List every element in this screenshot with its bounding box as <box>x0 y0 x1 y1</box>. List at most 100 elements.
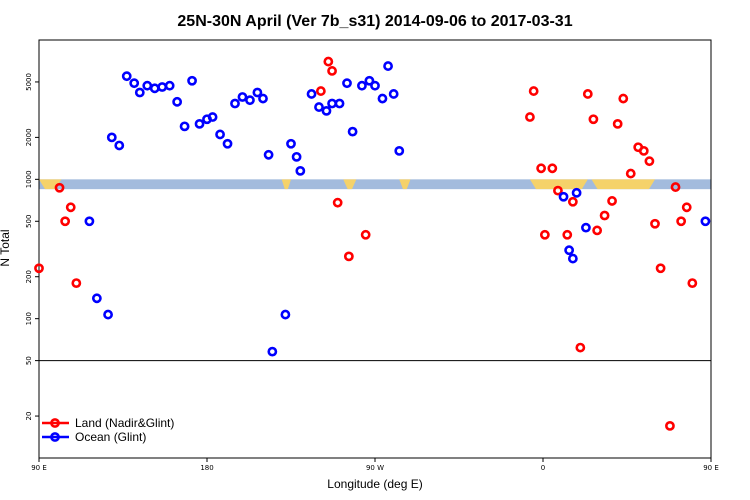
legend-label: Ocean (Glint) <box>75 430 146 444</box>
y-axis-label: N Total <box>0 229 12 266</box>
land-segment <box>343 179 357 190</box>
legend: Land (Nadir&Glint)Ocean (Glint) <box>42 416 174 444</box>
y-tick-label: 20 <box>25 412 33 421</box>
data-point <box>582 89 593 99</box>
data-point <box>291 151 302 162</box>
data-point <box>525 112 535 122</box>
y-tick-label: 5000 <box>25 73 33 91</box>
data-point <box>306 89 317 99</box>
data-point <box>567 253 578 264</box>
data-point <box>60 216 71 227</box>
data-point <box>142 80 153 91</box>
y-tick-label: 50 <box>25 356 33 365</box>
y-tick-label: 200 <box>25 270 33 283</box>
series-ocean <box>84 61 711 357</box>
data-point <box>286 138 296 149</box>
data-point <box>106 132 117 143</box>
data-point <box>655 263 666 274</box>
data-point <box>129 78 140 89</box>
x-tick-label: 90 E <box>703 464 719 472</box>
data-point <box>553 185 563 196</box>
y-tick-label: 100 <box>25 312 33 325</box>
plot-area: 20 50 100 200 500 1000 2000 5000 90 E 180 90 W 0 90 … <box>25 39 719 472</box>
data-point <box>536 163 547 174</box>
data-point <box>230 98 240 109</box>
x-tick-label: 0 <box>541 464 545 472</box>
x-axis-label: Longitude (deg E) <box>327 477 422 491</box>
data-point <box>618 93 629 104</box>
data-point <box>650 218 660 229</box>
x-tick-label: 90 E <box>31 464 47 472</box>
plot-frame <box>38 39 712 459</box>
data-point <box>370 80 380 91</box>
data-point <box>280 309 291 320</box>
legend-marker <box>50 418 60 428</box>
data-point <box>207 112 218 122</box>
data-point <box>599 210 610 221</box>
data-point <box>347 126 358 137</box>
data-point <box>539 229 550 240</box>
land-segment <box>399 179 411 190</box>
ocean-band <box>39 179 711 190</box>
y-tick-label: 500 <box>25 215 33 228</box>
data-point <box>564 245 575 256</box>
x-tick-label: 180 <box>200 464 213 472</box>
data-point <box>65 202 76 213</box>
data-point <box>332 197 343 208</box>
data-point <box>700 216 711 227</box>
data-point <box>91 293 102 304</box>
data-point <box>581 222 591 233</box>
data-point <box>315 86 326 96</box>
data-point <box>34 263 44 274</box>
data-point <box>670 182 681 192</box>
data-point <box>149 83 160 94</box>
data-point <box>222 138 233 149</box>
data-point <box>157 82 168 92</box>
data-point <box>638 145 649 156</box>
data-point <box>121 71 132 82</box>
data-point <box>295 165 306 176</box>
data-point <box>547 163 558 174</box>
land-segment <box>281 179 291 190</box>
data-point <box>194 118 205 129</box>
data-point <box>334 98 345 109</box>
legend-label: Land (Nadir&Glint) <box>75 416 174 430</box>
data-point <box>588 114 599 125</box>
data-point <box>388 89 399 99</box>
data-point <box>215 129 225 140</box>
land-segment <box>529 179 588 190</box>
data-point <box>327 98 337 109</box>
data-point <box>187 75 197 86</box>
chart-title: 25N-30N April (Ver 7b_s31) 2014-09-06 to… <box>177 13 572 30</box>
y-tick-label: 2000 <box>25 128 33 146</box>
data-point <box>612 118 623 129</box>
data-point <box>327 66 337 76</box>
data-point <box>321 105 332 116</box>
data-point <box>54 182 65 193</box>
data-point <box>103 309 113 320</box>
data-point <box>687 278 698 288</box>
data-point <box>607 196 617 206</box>
data-point <box>592 225 603 236</box>
data-point <box>342 78 352 89</box>
y-tick-label: 1000 <box>25 170 33 188</box>
data-point <box>528 86 539 96</box>
data-point <box>364 75 375 86</box>
data-point <box>263 149 274 160</box>
data-point <box>394 145 405 156</box>
data-point <box>267 346 278 357</box>
data-point <box>164 80 175 91</box>
legend-marker <box>50 432 60 442</box>
data-point <box>625 168 636 179</box>
data-point <box>575 342 586 353</box>
data-point <box>114 140 125 151</box>
x-tick-label: 90 W <box>366 464 384 472</box>
data-point <box>383 61 393 71</box>
data-point <box>237 92 248 102</box>
data-point <box>567 196 578 207</box>
data-point <box>571 187 582 198</box>
data-point <box>252 87 263 98</box>
data-point <box>562 229 573 240</box>
land-segment <box>591 179 655 190</box>
data-point <box>644 156 655 167</box>
